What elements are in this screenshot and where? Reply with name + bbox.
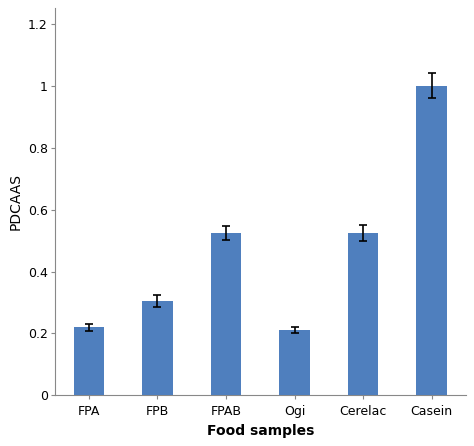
Bar [347, 233, 378, 396]
Y-axis label: PDCAAS: PDCAAS [9, 173, 22, 231]
Bar [210, 233, 241, 396]
Bar [279, 330, 310, 396]
X-axis label: Food samples: Food samples [207, 424, 314, 438]
Bar [73, 327, 104, 396]
Bar [416, 86, 447, 396]
Bar [142, 301, 173, 396]
